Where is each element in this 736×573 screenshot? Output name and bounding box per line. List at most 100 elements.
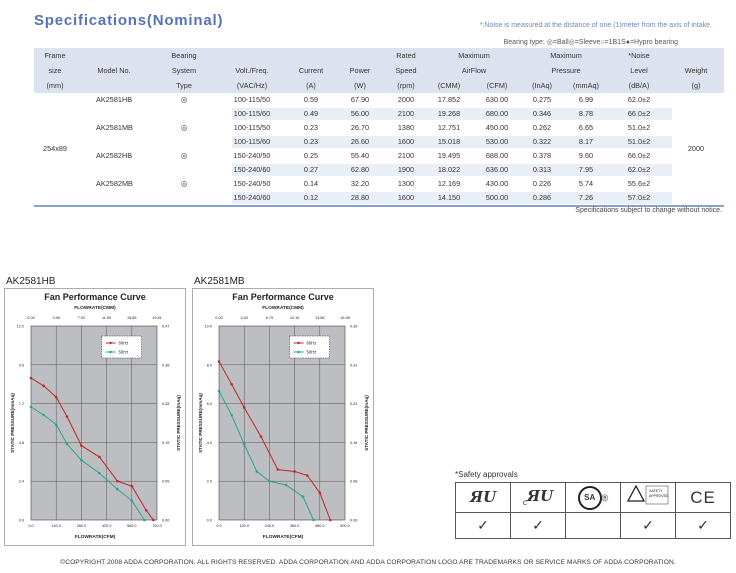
- spec-cell-mmaq: 8.78: [578, 109, 594, 118]
- spec-cell-current: 0.14: [303, 179, 319, 188]
- spec-cell-mmaq: 8.17: [578, 137, 594, 146]
- top-tick-label: 0.00: [27, 316, 34, 320]
- spec-header-cell: Pressure: [551, 66, 581, 75]
- spec-cell-bearing: [152, 135, 216, 149]
- series-point-60Hz: [293, 470, 296, 473]
- spec-cell-model: [76, 163, 152, 177]
- spec-header-cell: Maximum: [458, 51, 490, 60]
- spec-header-cell: (CMM): [437, 81, 461, 90]
- top-tick-label: 7.92: [78, 316, 85, 320]
- legend-label: 50Hz: [307, 350, 317, 355]
- plot-area: [30, 325, 158, 521]
- spec-cell-power: 32.20: [350, 179, 370, 188]
- spec-cell-volt: 150-240/60: [233, 193, 271, 202]
- series-point-60Hz: [98, 455, 101, 459]
- spec-cell-current: 0.23: [303, 137, 319, 146]
- csa-logo-text: SA: [584, 492, 596, 502]
- ce-check: ✓: [675, 512, 731, 539]
- series-point-60Hz: [152, 518, 155, 522]
- y2-tick-label: 0.38: [162, 363, 169, 367]
- x-tick-label: 600.0: [340, 524, 350, 528]
- spec-header-cell: [76, 78, 152, 93]
- spec-cell-bearing: [152, 163, 216, 177]
- spec-header-cell: Volt./Freq.: [235, 66, 269, 75]
- x-tick-label: 0.0: [216, 524, 221, 528]
- spec-table: Frame Bearing Rated Maximum Maximum *Noise siz…: [34, 48, 724, 205]
- spec-cell-inaq: 0.262: [532, 123, 552, 132]
- y-tick-label: 8.0: [207, 363, 212, 367]
- series-point-50Hz: [230, 413, 233, 417]
- series-point-50Hz: [284, 483, 288, 487]
- y-axis-label: STATIC PRESSURE(mmAq): [198, 393, 203, 453]
- y-tick-label: 6.0: [207, 402, 212, 406]
- spec-header-cell: (W): [354, 81, 366, 90]
- spec-footnote: Specifications subject to change without…: [575, 207, 722, 214]
- legend-label: 60Hz: [119, 341, 129, 346]
- y-tick-label: 4.8: [19, 441, 24, 445]
- spec-row: 254x89 AK2581HB ◎ 100-115/50 0.59 67.90 2000 17…: [34, 93, 724, 153]
- series-point-60Hz: [54, 395, 58, 399]
- spec-cell-current: 0.25: [303, 151, 319, 160]
- series-point-50Hz: [65, 442, 69, 446]
- safety-approvals-title: *Safety approvals: [455, 470, 518, 479]
- spec-cell-noise: 51.0±2: [627, 137, 651, 146]
- x-tick-label: 480.0: [315, 524, 325, 528]
- spec-cell-bearing: ◎: [180, 123, 188, 132]
- spec-header-cell: [288, 48, 334, 63]
- series-point-50Hz: [217, 389, 221, 393]
- y-axis-label: STATIC PRESSURE(mmAq): [10, 393, 15, 453]
- spec-header-cell: [76, 48, 152, 63]
- spec-header-cell: Maximum: [550, 51, 582, 60]
- spec-cell-volt: 100-115/60: [233, 109, 271, 118]
- spec-cell-cfm: 630.00: [485, 95, 509, 104]
- spec-cell-mmaq: 6.65: [578, 123, 594, 132]
- y2-tick-label: 0.39: [350, 325, 357, 329]
- spec-cell-current: 0.27: [303, 165, 319, 174]
- top-tick-label: 11.89: [102, 316, 111, 320]
- spec-header-cell: Speed: [395, 66, 417, 75]
- spec-cell-speed: 2100: [397, 151, 415, 160]
- spec-header-cell: size: [48, 66, 62, 75]
- series-point-60Hz: [230, 382, 233, 386]
- series-point-60Hz: [329, 518, 332, 522]
- series-point-60Hz: [305, 474, 309, 477]
- x-tick-label: 120.0: [239, 524, 249, 528]
- spec-cell-cmm: 12.169: [437, 179, 461, 188]
- spec-cell-volt: 100-115/50: [233, 95, 271, 104]
- spec-cell-power: 67.90: [350, 95, 370, 104]
- y2-tick-label: 0.28: [162, 402, 169, 406]
- spec-cell-bearing: ◎: [180, 151, 188, 160]
- top-tick-label: 10.19: [290, 316, 300, 320]
- spec-cell-noise: 62.0±2: [627, 95, 651, 104]
- series-point-60Hz: [318, 491, 322, 495]
- spec-cell-cfm: 530.00: [485, 137, 509, 146]
- spec-header-cell: (mmAq): [573, 81, 599, 90]
- spec-cell-inaq: 0.226: [532, 179, 552, 188]
- legend-marker-50Hz: [297, 350, 300, 354]
- spec-table-panel: Frame Bearing Rated Maximum Maximum *Noise siz…: [34, 48, 724, 218]
- chart-svg: Fan Performance Curve FLOWRATE(CMM) 0.00 0.…: [4, 288, 186, 546]
- spec-header-cell: Bearing: [171, 51, 197, 60]
- series-point-60Hz: [217, 360, 221, 363]
- top-tick-label: 6.79: [266, 316, 273, 320]
- series-point-50Hz: [130, 499, 134, 502]
- spec-cell-power: 26.70: [350, 123, 370, 132]
- x-tick-label: 140.0: [51, 524, 61, 528]
- spec-header-cell: (CFM): [486, 81, 508, 90]
- series-point-50Hz: [98, 471, 101, 475]
- chart-svg: Fan Performance Curve FLOWRATE(CMM) 0.00 0.…: [192, 288, 374, 546]
- spec-cell-volt: 100-115/60: [233, 137, 271, 146]
- y-tick-label: 2.4: [19, 480, 24, 484]
- x-axis-label: FLOWRATE(CFM): [75, 534, 116, 540]
- x-tick-label: 0.0: [28, 524, 33, 528]
- spec-cell-speed: 1600: [397, 193, 415, 202]
- series-point-50Hz: [268, 479, 271, 483]
- y-tick-label: 10.0: [205, 325, 212, 329]
- series-point-50Hz: [312, 518, 315, 522]
- spec-cell-cfm: 636.00: [485, 165, 509, 174]
- tuv-line2: APPROVED: [649, 494, 669, 498]
- tuv-line1: SAFETY: [649, 489, 663, 493]
- spec-header-cell: AirFlow: [461, 66, 487, 75]
- spec-cell-mmaq: 6.99: [578, 95, 594, 104]
- weight-cell: 2000: [687, 144, 705, 153]
